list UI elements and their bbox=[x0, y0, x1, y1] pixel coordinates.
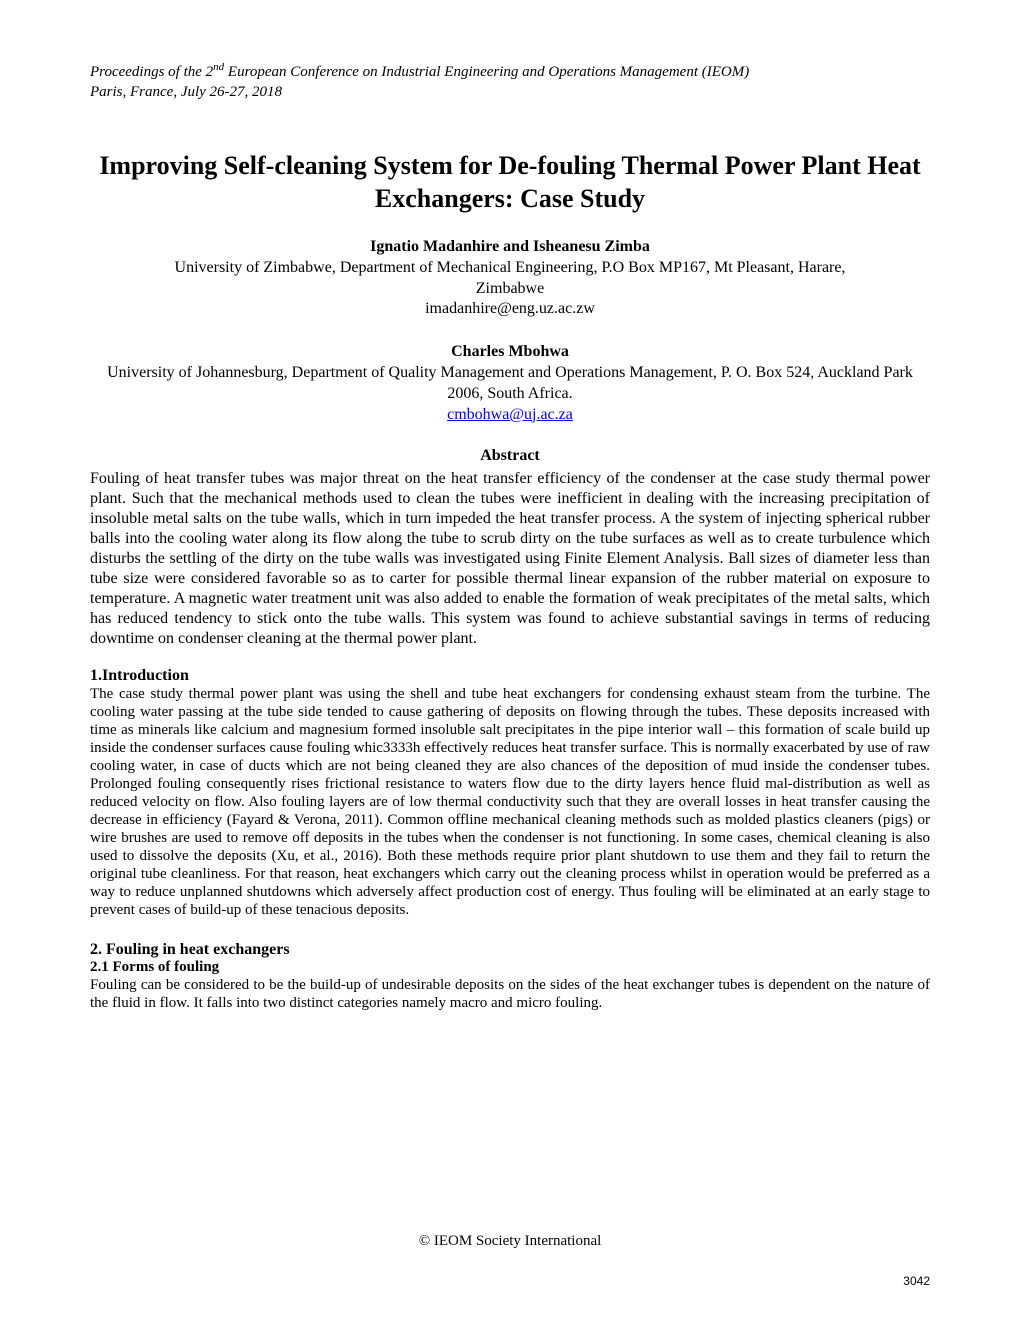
author-affiliation-2: University of Johannesburg, Department o… bbox=[107, 364, 913, 402]
page-number: 3042 bbox=[903, 1274, 930, 1288]
conference-header: Proceedings of the 2nd European Conferen… bbox=[90, 60, 930, 102]
subsection21-text: Fouling can be considered to be the buil… bbox=[90, 976, 930, 1012]
header-superscript: nd bbox=[213, 61, 224, 73]
section2-heading: 2. Fouling in heat exchangers bbox=[90, 941, 930, 959]
header-line1-post: European Conference on Industrial Engine… bbox=[224, 64, 749, 80]
intro-heading: 1.Introduction bbox=[90, 667, 930, 685]
author-email-link-2[interactable]: cmbohwa@uj.ac.za bbox=[447, 406, 573, 423]
author-block-2: Charles Mbohwa University of Johannesbur… bbox=[90, 342, 930, 425]
header-line2: Paris, France, July 26-27, 2018 bbox=[90, 84, 282, 100]
abstract-text: Fouling of heat transfer tubes was major… bbox=[90, 469, 930, 649]
footer-copyright: © IEOM Society International bbox=[0, 1233, 1020, 1250]
abstract-heading: Abstract bbox=[90, 447, 930, 465]
subsection21-heading: 2.1 Forms of fouling bbox=[90, 959, 930, 976]
header-line1-pre: Proceedings of the 2 bbox=[90, 64, 213, 80]
author-names-2: Charles Mbohwa bbox=[451, 343, 569, 360]
author-country-1: Zimbabwe bbox=[476, 280, 544, 297]
intro-text: The case study thermal power plant was u… bbox=[90, 685, 930, 919]
paper-title: Improving Self-cleaning System for De-fo… bbox=[90, 150, 930, 215]
author-names-1: Ignatio Madanhire and Isheanesu Zimba bbox=[370, 238, 650, 255]
author-email-1: imadanhire@eng.uz.ac.zw bbox=[425, 300, 595, 317]
author-affiliation-1: University of Zimbabwe, Department of Me… bbox=[175, 259, 846, 276]
author-block-1: Ignatio Madanhire and Isheanesu Zimba Un… bbox=[90, 237, 930, 320]
